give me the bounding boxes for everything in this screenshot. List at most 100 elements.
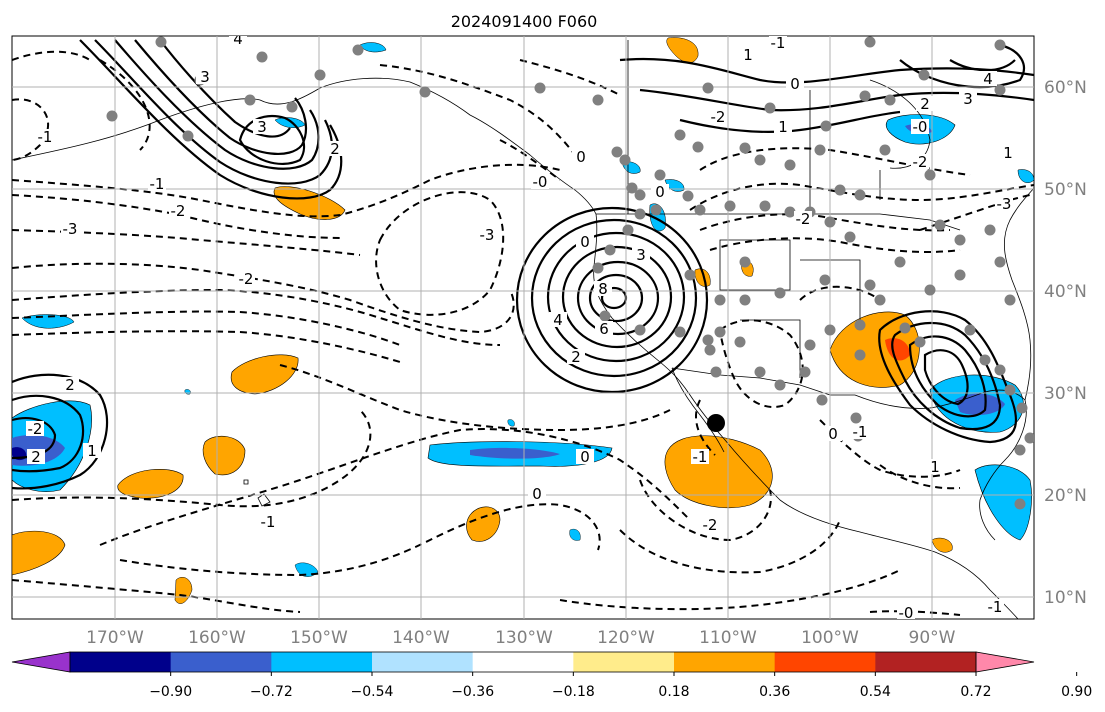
contour-gulf-1 [878,310,1018,444]
contour-label-bg [567,349,585,364]
coast-baja [671,367,725,453]
contour-label: 3 [200,68,210,86]
contour-dash-21 [639,479,772,542]
lon-axis: 170°W 160°W 150°W 140°W 130°W 120°W 110°W 100°W… [86,628,956,648]
contour-label: 6 [599,320,609,338]
colorbar-extend-high [975,651,1035,673]
lon-tick-label: 130°W [495,628,553,648]
border-states-3 [800,259,861,330]
contour-dash-9 [499,139,561,181]
contour-canada-5 [949,59,1016,72]
colorbar-segment [674,652,776,672]
station-dot [692,141,704,153]
contour-label: 4 [983,70,993,88]
station-dot [754,366,766,378]
station-dot [759,200,771,212]
contour-label: -3 [997,195,1012,213]
station-dot [964,324,976,336]
contour-dash-13 [379,64,576,156]
shade-orange-hawaii [202,435,246,476]
contour-label-bg [632,247,650,262]
storm-center-marker [707,414,725,432]
station-dot [899,322,911,334]
station-dot [244,94,256,106]
station-dot [654,169,666,181]
coast-pacific-nw [593,213,1019,619]
contour-canada-3 [679,110,901,134]
contour-label: -2 [796,210,811,228]
station-dot [934,219,946,231]
contour-label: -1 [38,128,53,146]
contour-label-bg [576,234,594,249]
contour-low-2 [530,218,698,378]
colorbar-tick-label: 0.18 [658,684,689,700]
contour-label: -0 [899,604,914,622]
colorbar-tick-label: −0.36 [451,684,494,700]
contour-dash-11 [12,98,50,161]
station-dot [754,154,766,166]
contour-label-bg [549,312,567,327]
contour-dash-14 [519,59,621,96]
station-dot [1016,402,1028,414]
lat-tick-label: 30°N [1044,384,1087,404]
colorbar-segment [70,652,172,672]
contour-label-bg [824,426,842,441]
lat-tick-label: 40°N [1044,282,1087,302]
station-dot [879,144,891,156]
colorbar-outline [69,651,977,673]
station-dot [774,287,786,299]
contour-label-bg [253,119,271,134]
station-dot [419,86,431,98]
contour-alaska-2 [94,39,333,185]
station-dot [924,284,936,296]
contour-label: -1 [150,175,165,193]
contour-label-bg [229,36,247,46]
contour-dash-5 [12,288,501,346]
lat-tick-label: 50°N [1044,180,1087,200]
station-dot [622,224,634,236]
station-markers [106,36,1034,510]
contour-label: -0 [533,173,548,191]
station-dot [611,146,623,158]
station-dot [1024,432,1034,444]
shade-orange-pac-mid [466,506,501,542]
station-dot [864,36,876,48]
station-dot [994,364,1006,376]
station-dot [874,294,886,306]
contour-label-bg [916,96,934,111]
contour-label-bg [594,281,612,296]
station-dot [634,189,646,201]
station-dot [724,200,736,212]
contour-gulf-3 [908,335,987,418]
contour-label: 2 [920,95,930,113]
contour-low-1 [515,206,709,394]
lat-tick-label: 20°N [1044,486,1087,506]
contour-label: 2 [571,348,581,366]
contour-label: 0 [580,233,590,251]
contour-label-bg [196,69,214,84]
colorbar-tick-label: −0.18 [552,684,595,700]
contour-label: -1 [693,448,708,466]
station-dot [994,256,1006,268]
station-dot [954,269,966,281]
contour-gulf-2 [891,321,1002,431]
lon-tick-label: 100°W [801,628,859,648]
contour-alaska-5 [159,39,291,138]
station-dot [714,326,726,338]
station-dot [314,69,326,81]
contour-label-bg [739,47,757,62]
contour-dash-23 [689,182,1034,211]
station-dot [816,394,828,406]
station-dot [844,231,856,243]
colorbar-extend-low [11,651,71,673]
contour-label: 3 [963,90,973,108]
station-dot [599,310,611,322]
contour-label-bg [774,119,792,134]
station-dot [994,84,1006,96]
station-dot [984,224,996,236]
station-dot [819,274,831,286]
contour-label-bg [995,196,1013,211]
contour-label-bg [979,71,997,86]
contour-label: 2 [65,376,75,394]
station-dot [702,334,714,346]
